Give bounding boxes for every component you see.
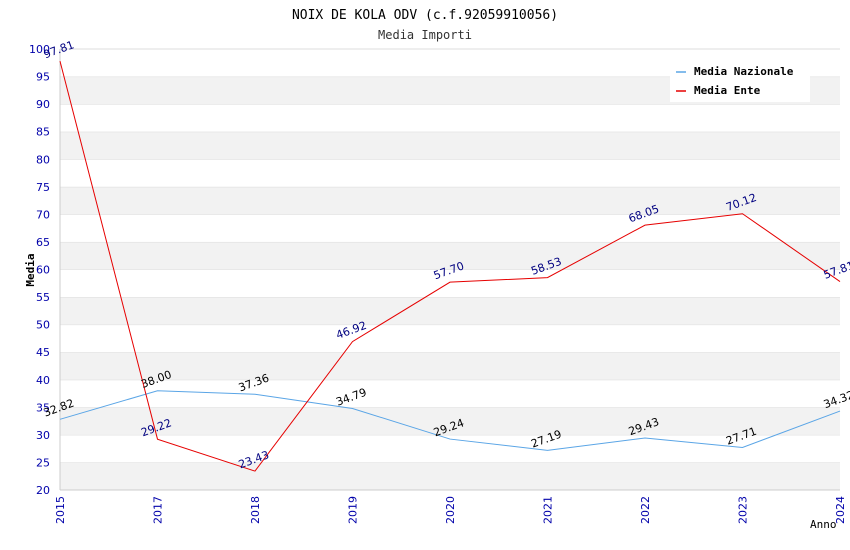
y-tick-label: 50: [36, 319, 50, 332]
grid-band: [60, 352, 840, 380]
y-tick-labels: 20 25 30 35 40 45 50 55 60 65 70 75 80 85 90 95 100: [29, 43, 50, 497]
x-tick-label: 2020: [444, 496, 457, 524]
grid-band: [60, 379, 840, 408]
x-tick-label: 2023: [737, 496, 750, 524]
chart-title: NOIX DE KOLA ODV (c.f.92059910056): [292, 8, 558, 23]
grid-band: [60, 297, 840, 325]
x-tick-label: 2024: [834, 496, 847, 524]
grid-band: [60, 462, 840, 490]
grid-band: [60, 131, 840, 160]
x-tick-label: 2018: [249, 496, 262, 524]
x-axis-label: Anno: [810, 518, 837, 531]
y-tick-label: 85: [36, 126, 50, 139]
x-tick-labels: 2015 2017 2018 2019 2020 2021 2022 2023 2024: [54, 496, 847, 524]
axes: [59, 49, 840, 491]
y-tick-label: 55: [36, 291, 50, 304]
y-tick-label: 95: [36, 71, 50, 84]
grid-band: [60, 186, 840, 215]
x-tick-label: 2019: [347, 496, 360, 524]
legend: Media Nazionale Media Ente: [670, 60, 810, 102]
y-tick-label: 100: [29, 43, 50, 56]
chart-subtitle: Media Importi: [378, 28, 472, 42]
series-lines: [59, 60, 841, 472]
x-tick-label: 2021: [542, 496, 555, 524]
legend-label-media-nazionale: Media Nazionale: [694, 65, 794, 78]
grid-band: [60, 269, 840, 298]
y-axis-label: Media: [24, 253, 37, 286]
y-tick-label: 35: [36, 401, 50, 414]
grid-band: [60, 241, 840, 270]
x-tick-label: 2015: [54, 496, 67, 524]
grid-band: [60, 324, 840, 353]
y-tick-label: 70: [36, 208, 50, 221]
legend-label-media-ente: Media Ente: [694, 84, 761, 97]
legend-box: [670, 60, 810, 102]
y-tick-label: 40: [36, 374, 50, 387]
grid-band: [60, 407, 840, 435]
series-line-media-ente: [59, 60, 841, 472]
x-tick-label: 2017: [152, 496, 165, 524]
series-line-media-nazionale: [59, 390, 841, 451]
y-tick-label: 45: [36, 346, 50, 359]
y-tick-label: 25: [36, 456, 50, 469]
y-tick-label: 60: [36, 264, 50, 277]
grid-band: [60, 214, 840, 242]
y-tick-label: 30: [36, 429, 50, 442]
y-tick-label: 75: [36, 181, 50, 194]
y-tick-label: 20: [36, 484, 50, 497]
y-tick-label: 80: [36, 153, 50, 166]
y-tick-label: 90: [36, 98, 50, 111]
grid-band: [60, 104, 840, 132]
x-tick-label: 2022: [639, 496, 652, 524]
grid-band: [60, 159, 840, 187]
y-tick-label: 65: [36, 236, 50, 249]
